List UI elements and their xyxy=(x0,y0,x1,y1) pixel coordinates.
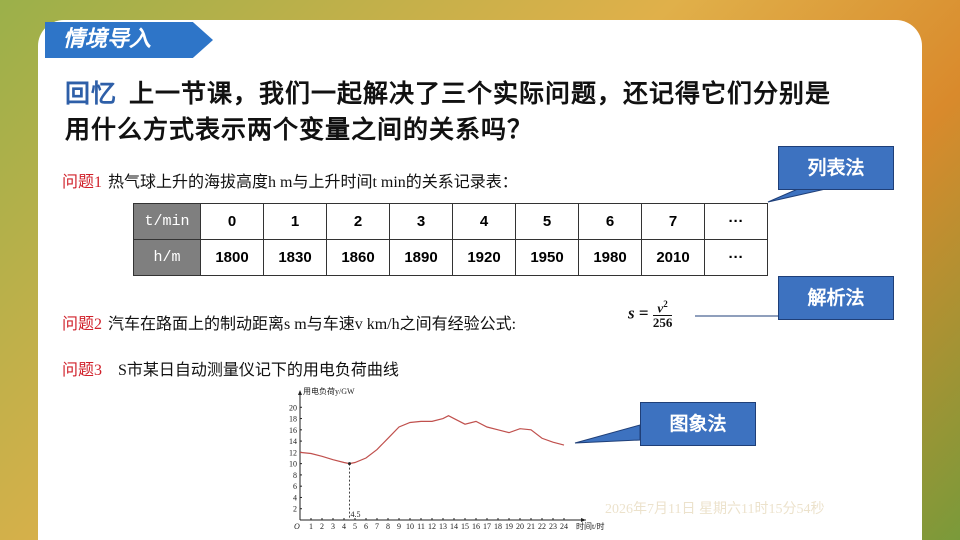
table-row: h/m 1800 1830 1860 1890 1920 1950 1980 2010 ··· xyxy=(133,239,768,276)
x-tick-label: 23 xyxy=(549,522,557,531)
load-chart: 1 2 3 4 5 6 7 8 9 10 11 12 13 14 15 16 17 18 19 20 21 22 23 242… xyxy=(285,384,605,536)
y-axis-label: 用电负荷y/GW xyxy=(303,386,355,396)
annotation: 4.5 xyxy=(351,510,361,519)
problem-label: 问题1 xyxy=(62,174,103,191)
x-tick-label: 6 xyxy=(364,522,368,531)
arrow xyxy=(581,518,586,522)
chart-bg xyxy=(285,384,605,536)
problem-label: 问题2 xyxy=(62,316,103,333)
table-cell: 1 xyxy=(263,203,327,240)
y-tick-label: 18 xyxy=(289,415,297,424)
x-axis-label: 时间t/时 xyxy=(576,521,604,531)
x-tick-label: 17 xyxy=(483,522,491,531)
x-tick-label: 21 xyxy=(527,522,535,531)
row-header: h/m xyxy=(133,239,201,276)
problem-text: S市某日自动测量仪记下的用电负荷曲线 xyxy=(118,362,399,379)
x-tick-label: 16 xyxy=(472,522,480,531)
problem-label: 问题3 xyxy=(62,362,103,379)
y-tick-label: 4 xyxy=(293,493,297,502)
x-tick-label: 22 xyxy=(538,522,546,531)
formula-eq: = xyxy=(638,303,649,323)
x-tick-label: 8 xyxy=(386,522,390,531)
formula: s = v2 256 xyxy=(628,297,673,331)
table-cell: 2010 xyxy=(641,239,705,276)
formula-exp: 2 xyxy=(663,299,668,309)
table-cell: 1950 xyxy=(515,239,579,276)
table-cell: 1890 xyxy=(389,239,453,276)
x-tick-label: 12 xyxy=(428,522,436,531)
y-tick-label: 20 xyxy=(289,403,297,412)
intro-label: 回忆 xyxy=(65,79,118,108)
formula-den: 256 xyxy=(652,315,673,331)
formula-lhs: s xyxy=(628,303,635,323)
x-tick-label: 24 xyxy=(560,522,568,531)
method-callout: 解析法 xyxy=(778,276,894,320)
x-tick-label: 10 xyxy=(406,522,414,531)
x-tick-label: 15 xyxy=(461,522,469,531)
x-tick-label: 20 xyxy=(516,522,524,531)
y-tick-label: 2 xyxy=(293,505,297,514)
section-tag: 情境导入 xyxy=(45,22,213,58)
y-tick-label: 10 xyxy=(289,460,297,469)
problem-text: 汽车在路面上的制动距离s m与车速v km/h之间有经验公式: xyxy=(108,316,517,333)
x-tick-label: 14 xyxy=(450,522,458,531)
method-callout: 图象法 xyxy=(640,402,756,446)
table-cell: 1800 xyxy=(200,239,264,276)
x-tick-label: 1 xyxy=(309,522,313,531)
table-cell: 1920 xyxy=(452,239,516,276)
table-cell: 0 xyxy=(200,203,264,240)
table-cell: 1980 xyxy=(578,239,642,276)
table-cell: 2 xyxy=(326,203,390,240)
problem: 问题2 汽车在路面上的制动距离s m与车速v km/h之间有经验公式: xyxy=(62,310,516,334)
table-cell: 1860 xyxy=(326,239,390,276)
x-tick-label: 7 xyxy=(375,522,379,531)
table-cell: 1830 xyxy=(263,239,327,276)
x-tick-label: 2 xyxy=(320,522,324,531)
fraction: v2 256 xyxy=(652,297,673,331)
problem: 问题3 S市某日自动测量仪记下的用电负荷曲线 xyxy=(62,356,399,380)
table-cell: 3 xyxy=(389,203,453,240)
x-tick-label: 3 xyxy=(331,522,335,531)
table-cell: 6 xyxy=(578,203,642,240)
y-tick-label: 16 xyxy=(289,426,297,435)
numerator: v2 xyxy=(652,297,673,317)
intro: 回忆 上一节课，我们一起解决了三个实际问题，还记得它们分别是用什么方式表示两个变量… xyxy=(65,76,845,148)
load-curve xyxy=(299,415,565,465)
table-cell: ··· xyxy=(704,239,768,276)
arrow xyxy=(298,390,302,395)
x-tick-label: 18 xyxy=(494,522,502,531)
table-cell: 5 xyxy=(515,203,579,240)
x-tick-label: 13 xyxy=(439,522,447,531)
table-cell: 4 xyxy=(452,203,516,240)
x-tick-label: 19 xyxy=(505,522,513,531)
row-header: t/min xyxy=(133,203,201,240)
x-tick-label: 4 xyxy=(342,522,346,531)
y-tick-label: 6 xyxy=(293,482,297,491)
y-tick-label: 12 xyxy=(289,448,297,457)
y-tick-label: 8 xyxy=(293,471,297,480)
x-tick-label: 5 xyxy=(353,522,357,531)
problem-text: 热气球上升的海拔高度h m与上升时间t min的关系记录表： xyxy=(108,174,518,191)
origin-label: O xyxy=(294,522,300,531)
y-tick-label: 14 xyxy=(289,437,297,446)
table-cell: 7 xyxy=(641,203,705,240)
table-row: t/min 0 1 2 3 4 5 6 7 ··· xyxy=(133,203,768,240)
min-point xyxy=(348,462,351,466)
x-tick-label: 11 xyxy=(417,522,425,531)
method-callout: 列表法 xyxy=(778,146,894,190)
table-cell: ··· xyxy=(704,203,768,240)
timestamp: 2026年7月11日 星期六11时15分54秒 xyxy=(605,502,825,517)
formula-num: v xyxy=(657,300,664,316)
intro-text: 上一节课，我们一起解决了三个实际问题，还记得它们分别是用什么方式表示两个变量之间… xyxy=(65,79,832,144)
record-table: t/min 0 1 2 3 4 5 6 7 ··· h/m 1800 1830 1860 1890 1920 1… xyxy=(133,203,768,276)
problem: 问题1 热气球上升的海拔高度h m与上升时间t min的关系记录表： xyxy=(62,168,518,192)
x-tick-label: 9 xyxy=(397,522,401,531)
